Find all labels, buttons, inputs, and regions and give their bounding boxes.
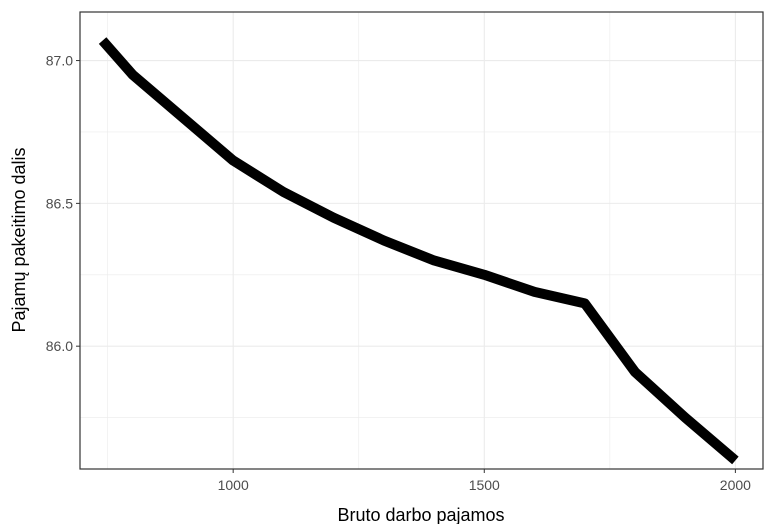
x-tick-label: 1500 — [469, 477, 500, 493]
x-axis: 1000 1500 2000 — [218, 469, 751, 493]
plot-panel-background — [80, 12, 763, 469]
x-axis-title: Bruto darbo pajamos — [337, 505, 504, 524]
y-axis: 86.0 86.5 87.0 — [46, 53, 80, 354]
x-tick-label: 2000 — [720, 477, 751, 493]
y-tick-label: 86.5 — [46, 195, 73, 211]
plot-panel-border — [79, 11, 764, 470]
y-axis-title: Pajamų pakeitimo dalis — [9, 147, 29, 332]
y-tick-label: 86.0 — [46, 338, 73, 354]
x-tick-label: 1000 — [218, 477, 249, 493]
series-line — [98, 37, 739, 465]
y-tick-label: 87.0 — [46, 53, 73, 69]
series-layer — [98, 37, 739, 465]
grid-lines — [80, 12, 763, 469]
